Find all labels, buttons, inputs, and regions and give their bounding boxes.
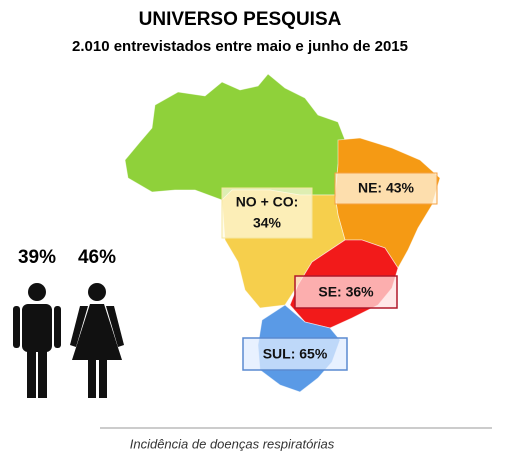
male-icon — [13, 283, 61, 398]
subtitle: 2.010 entrevistados entre maio e junho d… — [72, 38, 408, 55]
label-box — [242, 337, 348, 371]
region-north — [124, 73, 346, 201]
region-label: SUL: 65% — [263, 346, 328, 362]
map — [124, 73, 441, 393]
region-label: NE: 43% — [358, 180, 415, 196]
label-box — [334, 172, 438, 205]
female-percent: 46% — [78, 247, 116, 268]
title: UNIVERSO PESQUISA — [139, 9, 342, 30]
female-icon — [70, 283, 124, 398]
region-label: SE: 36% — [318, 284, 374, 300]
label-box — [294, 275, 398, 309]
region-label: 34% — [253, 215, 282, 231]
region-label: NO + CO: — [236, 194, 299, 210]
male-percent: 39% — [18, 247, 56, 268]
label-box — [221, 187, 313, 239]
caption: Incidência de doenças respiratórias — [130, 436, 335, 451]
